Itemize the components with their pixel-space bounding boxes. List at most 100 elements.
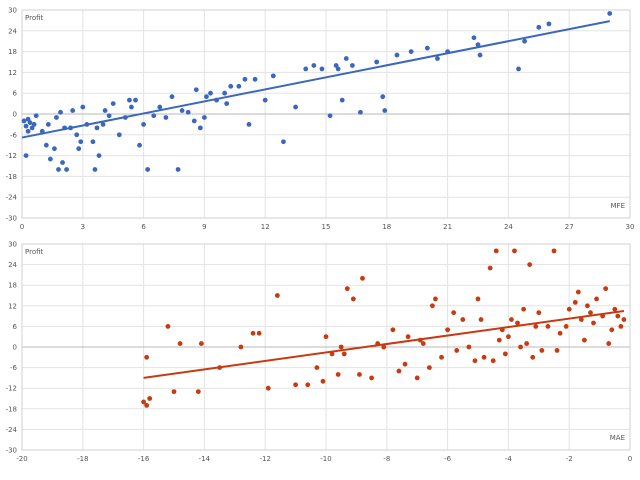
data-point — [94, 125, 100, 131]
data-point — [110, 101, 116, 106]
y-tick-label: 18 — [8, 48, 17, 56]
data-point — [54, 115, 59, 120]
y-tick-label: 0 — [13, 111, 17, 119]
y-tick-label: -30 — [6, 215, 17, 223]
x-tick-label: -4 — [505, 455, 513, 463]
data-point — [445, 327, 450, 333]
data-point — [341, 351, 347, 357]
data-point — [530, 354, 536, 360]
y-tick-label: -18 — [6, 405, 17, 413]
data-point — [303, 66, 309, 72]
data-point — [536, 310, 542, 316]
data-point — [557, 330, 563, 336]
x-tick-label: 27 — [565, 223, 574, 231]
data-point — [381, 344, 387, 350]
trendline — [143, 309, 625, 379]
data-point — [31, 122, 37, 127]
plot-frame — [21, 9, 631, 219]
data-point — [127, 97, 132, 103]
data-point — [585, 303, 590, 309]
data-point — [516, 66, 521, 72]
data-point — [78, 139, 84, 145]
data-point — [578, 317, 584, 322]
plot-frame — [21, 243, 631, 451]
data-point — [521, 306, 526, 312]
data-point — [25, 116, 31, 122]
data-point — [144, 354, 150, 360]
data-point — [487, 265, 493, 271]
data-point — [408, 49, 414, 54]
data-point — [145, 167, 151, 172]
data-point — [522, 38, 528, 44]
data-point — [515, 320, 520, 326]
x-tick-label: -20 — [16, 455, 27, 463]
data-point — [536, 24, 542, 30]
x-tick-label: 12 — [261, 223, 270, 231]
data-point — [92, 167, 98, 172]
data-point — [496, 337, 502, 343]
data-point — [314, 365, 320, 370]
data-point — [56, 167, 61, 172]
y-tick-label: 18 — [8, 282, 17, 290]
data-point — [518, 344, 523, 350]
data-point — [202, 115, 207, 120]
y-tick-label: -18 — [6, 173, 17, 181]
data-point — [80, 104, 86, 110]
data-point — [175, 167, 181, 172]
y-tick-label: -24 — [6, 426, 18, 434]
data-point — [47, 156, 53, 162]
data-point — [582, 337, 587, 343]
data-point — [33, 113, 39, 119]
data-point — [137, 142, 142, 148]
y-tick-label: 30 — [8, 7, 17, 15]
data-point — [426, 365, 432, 370]
data-point — [274, 293, 280, 298]
data-point — [27, 120, 33, 126]
data-point — [191, 118, 197, 124]
data-point — [238, 344, 244, 350]
data-point — [163, 115, 169, 120]
data-point — [116, 132, 122, 138]
data-point — [380, 94, 386, 100]
data-point — [335, 66, 341, 72]
data-point — [471, 35, 477, 41]
data-point — [477, 52, 483, 58]
data-point — [524, 341, 530, 346]
data-point — [208, 90, 213, 96]
data-point — [545, 324, 551, 329]
data-point — [615, 313, 621, 319]
data-point — [563, 324, 569, 329]
y-tick-label: -6 — [10, 131, 18, 139]
data-point — [323, 334, 329, 340]
data-point — [100, 122, 106, 127]
data-point — [281, 139, 286, 145]
data-point — [333, 63, 339, 68]
data-point — [90, 139, 96, 145]
data-point — [171, 389, 177, 395]
data-point — [435, 56, 440, 61]
data-point — [185, 109, 191, 115]
data-point — [527, 262, 533, 267]
data-point — [64, 167, 69, 172]
data-point — [396, 368, 402, 374]
y-tick-label: 6 — [13, 323, 18, 331]
data-point — [591, 320, 596, 326]
x-tick-label: -6 — [444, 455, 452, 463]
data-point — [141, 399, 147, 405]
data-point — [339, 97, 345, 103]
y-tick-label: 6 — [13, 90, 18, 98]
x-tick-label: 18 — [382, 223, 391, 231]
data-point — [512, 248, 517, 254]
data-point — [402, 361, 408, 367]
data-point — [25, 128, 31, 134]
data-point — [21, 118, 27, 124]
data-point — [466, 344, 472, 350]
data-point — [52, 146, 57, 152]
data-point — [594, 296, 599, 302]
data-point — [23, 153, 29, 159]
data-point — [293, 104, 298, 110]
y-tick-label: 0 — [13, 344, 17, 352]
data-point — [256, 330, 262, 336]
data-point — [360, 275, 365, 281]
